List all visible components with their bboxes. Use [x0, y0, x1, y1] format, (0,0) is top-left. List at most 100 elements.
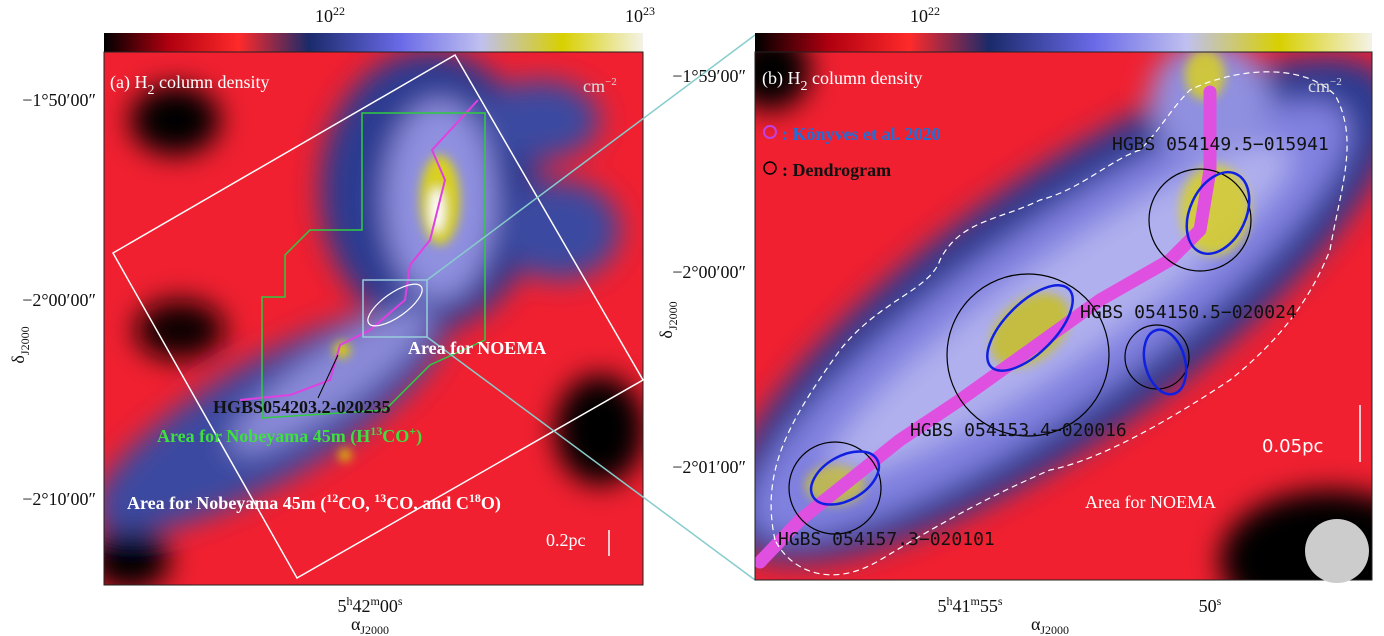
x-label: αJ2000 — [351, 614, 389, 636]
label-part: 12 — [326, 491, 338, 505]
nobeyama-h13co-label: Area for Nobeyama 45m (H13CO+) — [157, 424, 422, 447]
x-tick-part: m — [370, 594, 380, 608]
beam — [1305, 519, 1369, 583]
y-label-sub: J2000 — [666, 301, 680, 330]
konyves-ellipse — [809, 450, 881, 506]
title-text: (b) H — [762, 68, 801, 89]
y-label-symbol: δ — [656, 330, 676, 338]
x-tick-part: s — [398, 594, 403, 608]
unit-exp: −2 — [1330, 76, 1342, 88]
label-part: O) — [481, 493, 501, 514]
x-tick-label: 5h42m00s — [337, 594, 402, 616]
konyves-ellipse — [986, 284, 1074, 372]
tick-base: 10 — [625, 6, 643, 26]
zoom-line — [426, 34, 756, 281]
colorbar — [755, 33, 1372, 52]
x-label-sub: J2000 — [1040, 623, 1069, 636]
legend-marker — [763, 125, 777, 139]
x-tick-part: 42 — [352, 596, 370, 616]
x-tick-part: 00 — [380, 596, 398, 616]
title-text: column density — [154, 72, 269, 92]
y-tick-label: −1°59′00″ — [672, 66, 746, 86]
x-tick-part: m — [970, 594, 980, 608]
label-part: CO, and C — [386, 493, 469, 513]
source-label: HGBS 054153.4−020016 — [910, 420, 1127, 441]
colorbar-tick: 1022 — [315, 4, 345, 26]
label-part: 13 — [374, 491, 386, 505]
noema-contour — [367, 283, 423, 327]
label-part: CO, — [338, 493, 374, 513]
dendrogram-circle — [1148, 168, 1252, 272]
tick-exp: 23 — [643, 4, 655, 18]
noema-contour — [770, 71, 1348, 576]
unit: cm−2 — [1308, 76, 1342, 96]
title-sub: 2 — [801, 79, 808, 94]
x-tick-part: 50 — [1199, 596, 1217, 616]
x-label: αJ2000 — [1031, 614, 1069, 636]
unit-exp: −2 — [605, 76, 617, 88]
label-part: CO — [382, 426, 409, 446]
label-part: Area for Nobeyama 45m ( — [127, 493, 326, 514]
label-part: ) — [416, 426, 422, 447]
pointer — [317, 354, 339, 399]
dendrogram-circle — [788, 441, 882, 535]
legend-marker — [763, 161, 777, 175]
tick-base: 10 — [315, 6, 333, 26]
colorbar-tick: 1022 — [910, 4, 940, 26]
x-tick-part: 5 — [937, 596, 946, 616]
x-tick-part: s — [998, 594, 1003, 608]
label-part: 13 — [370, 424, 382, 438]
legend-text: : Könyves et al. 2020 — [782, 124, 940, 144]
x-tick-part: 55 — [980, 596, 998, 616]
x-label-symbol: α — [1031, 614, 1041, 634]
unit-base: cm — [583, 76, 605, 96]
noema-label: Area for NOEMA — [1085, 492, 1216, 512]
x-tick-part: 5 — [337, 596, 346, 616]
konyves-ellipse — [1142, 328, 1188, 396]
nobeyama-area — [261, 112, 486, 419]
title-text: column density — [808, 68, 923, 88]
y-tick-label: −2°00′00″ — [672, 262, 746, 282]
zoom-box — [362, 279, 428, 338]
y-tick-label: −2°10′00″ — [22, 489, 96, 509]
label-part: 18 — [469, 491, 481, 505]
source-label: HGBS 054150.5−020024 — [1080, 302, 1297, 323]
x-label-sub: J2000 — [360, 623, 389, 636]
dendrogram-circle — [946, 273, 1110, 437]
y-label: δJ2000 — [656, 301, 680, 338]
legend-text: : Dendrogram — [782, 160, 891, 180]
label-part: Area for Nobeyama 45m (H — [157, 426, 370, 447]
source-label: HGBS 054149.5−015941 — [1112, 134, 1329, 155]
konyves-ellipse — [1185, 171, 1251, 255]
scale-bar-label: 0.05pc — [1262, 436, 1323, 457]
panel-title: (a) H2 column density — [110, 72, 269, 98]
tick-exp: 22 — [333, 4, 345, 18]
x-label-symbol: α — [351, 614, 361, 634]
tick-exp: 22 — [928, 4, 940, 18]
scale-bar-label: 0.2pc — [546, 530, 586, 550]
source-label: HGBS054203.2-020235 — [213, 397, 391, 417]
x-tick-part: h — [346, 594, 352, 608]
y-label-symbol: δ — [8, 355, 28, 363]
title-text: (a) H — [110, 72, 147, 93]
zoom-line — [426, 336, 756, 581]
image-b — [755, 52, 1372, 580]
x-tick-label: 50s — [1199, 594, 1222, 616]
y-tick-label: −2°00′00″ — [22, 290, 96, 310]
unit-base: cm — [1308, 76, 1330, 96]
title-sub: 2 — [147, 83, 154, 98]
y-label: δJ2000 — [8, 326, 32, 363]
x-tick-part: s — [1217, 594, 1222, 608]
colorbar — [104, 33, 643, 52]
coverage-box — [111, 53, 645, 580]
y-label-sub: J2000 — [18, 326, 32, 355]
source-label: HGBS 054157.3−020101 — [778, 529, 995, 550]
frame — [103, 51, 644, 586]
tick-base: 10 — [910, 6, 928, 26]
panel-title: (b) H2 column density — [762, 68, 923, 94]
nobeyama-co-label: Area for Nobeyama 45m (12CO, 13CO, and C… — [127, 491, 501, 514]
x-tick-part: h — [946, 594, 952, 608]
x-tick-label: 5h41m55s — [937, 594, 1002, 616]
x-tick-part: 41 — [952, 596, 970, 616]
